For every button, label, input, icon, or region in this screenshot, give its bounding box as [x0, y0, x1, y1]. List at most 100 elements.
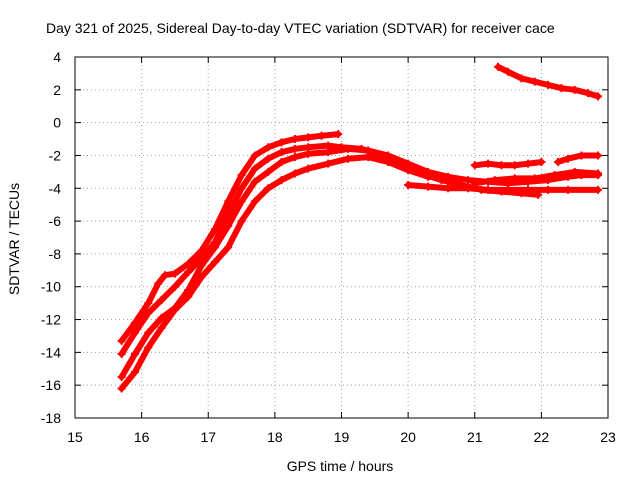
data-point: [304, 133, 313, 142]
data-point: [277, 158, 286, 167]
data-point: [130, 318, 139, 327]
series-track-5: [404, 180, 603, 194]
x-tick-label: 21: [467, 429, 483, 445]
x-tick-label: 18: [267, 429, 283, 445]
data-point: [160, 271, 169, 280]
data-point: [364, 153, 373, 162]
data-point: [144, 343, 153, 352]
data-point: [237, 171, 246, 180]
data-point: [290, 135, 299, 144]
data-point: [570, 85, 579, 94]
data-point: [344, 144, 353, 153]
data-point: [130, 350, 139, 359]
x-tick-label: 23: [600, 429, 616, 445]
data-point: [424, 182, 433, 191]
y-tick-label: 0: [53, 115, 61, 131]
data-point: [290, 144, 299, 153]
data-point: [290, 169, 299, 178]
y-tick-label: -10: [41, 279, 61, 295]
data-point: [197, 272, 206, 281]
y-axis-label: SDTVAR / TECUs: [6, 183, 22, 295]
x-tick-label: 15: [67, 429, 83, 445]
x-axis-label: GPS time / hours: [287, 458, 394, 474]
x-tick-label: 22: [534, 429, 550, 445]
y-tick-label: 2: [53, 82, 61, 98]
data-point: [550, 171, 559, 180]
data-point: [344, 154, 353, 163]
series-line: [118, 154, 452, 392]
series-line: [555, 152, 601, 165]
series-track-7: [470, 158, 546, 170]
data-point: [594, 151, 603, 160]
data-point: [530, 174, 539, 183]
data-point: [277, 148, 286, 157]
data-point: [404, 166, 413, 175]
data-point: [170, 305, 179, 314]
data-point: [424, 172, 433, 181]
data-point: [504, 185, 513, 194]
data-point: [277, 176, 286, 185]
data-point: [170, 282, 179, 291]
data-point: [464, 176, 473, 185]
data-point: [557, 84, 566, 93]
data-point: [237, 217, 246, 226]
data-point: [484, 185, 493, 194]
data-point: [577, 151, 586, 160]
data-point: [264, 143, 273, 152]
y-tick-label: -12: [41, 312, 61, 328]
y-tick-label: -8: [49, 246, 62, 262]
data-point: [144, 328, 153, 337]
series-line: [118, 142, 541, 357]
data-point: [224, 222, 233, 231]
data-point: [184, 292, 193, 301]
data-point: [197, 246, 206, 255]
y-tick-label: -16: [41, 377, 61, 393]
y-tick-label: -2: [49, 147, 62, 163]
data-point: [564, 154, 573, 163]
data-point: [497, 161, 506, 170]
x-tick-label: 20: [400, 429, 416, 445]
data-point: [444, 174, 453, 183]
data-point: [144, 299, 153, 308]
data-point: [117, 384, 126, 393]
data-point: [264, 167, 273, 176]
data-point: [594, 92, 603, 101]
data-point: [334, 130, 343, 139]
data-point: [304, 164, 313, 173]
series-track-4: [117, 153, 453, 393]
series-track-2: [117, 141, 543, 359]
data-point: [510, 161, 519, 170]
series-track-6: [470, 167, 603, 188]
data-point: [277, 138, 286, 147]
data-point: [490, 176, 499, 185]
data-point: [250, 197, 259, 206]
data-point: [210, 225, 219, 234]
data-point: [517, 74, 526, 83]
data-point: [564, 185, 573, 194]
data-point: [470, 161, 479, 170]
data-point: [224, 243, 233, 252]
data-point: [130, 328, 139, 337]
axis-ticks: 15 16 17 18 19 20 21 22 23-18-16-14-12-10-8-6-4-…: [41, 49, 616, 445]
data-point: [184, 259, 193, 268]
data-point: [264, 154, 273, 163]
data-point: [570, 167, 579, 176]
grid: [75, 57, 608, 418]
data-point: [184, 267, 193, 276]
data-point: [170, 269, 179, 278]
y-tick-label: -4: [49, 180, 62, 196]
data-point: [504, 67, 513, 76]
data-point: [130, 368, 139, 377]
data-point: [304, 149, 313, 158]
data-markers: [117, 62, 603, 393]
chart-title: Day 321 of 2025, Sidereal Day-to-day VTE…: [46, 20, 555, 36]
series-line: [405, 182, 601, 193]
data-point: [404, 180, 413, 189]
data-point: [544, 80, 553, 89]
data-point: [117, 372, 126, 381]
data-point: [290, 153, 299, 162]
data-point: [537, 158, 546, 167]
x-tick-label: 19: [334, 429, 350, 445]
data-point: [117, 336, 126, 345]
